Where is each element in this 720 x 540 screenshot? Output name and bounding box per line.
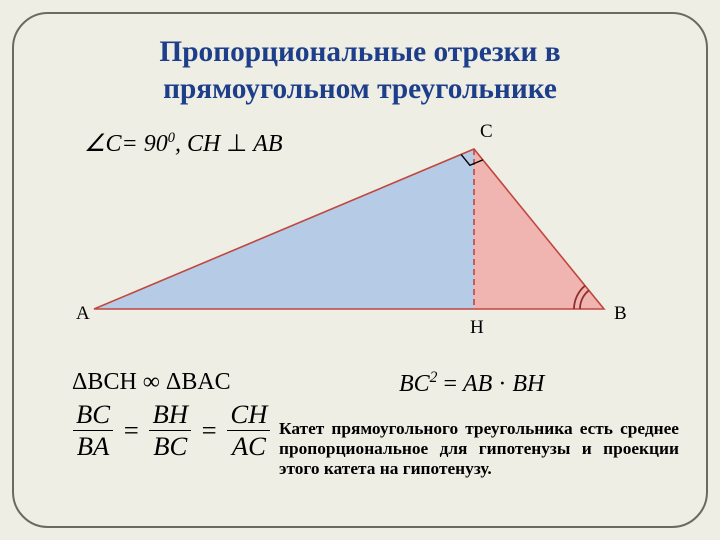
card: Пропорциональные отрезки в прямоугольном… bbox=[12, 12, 708, 528]
theorem-content: Катет прямоугольного треугольника есть с… bbox=[279, 419, 679, 478]
triangle-svg bbox=[74, 124, 634, 334]
sim-sym: ∞ bbox=[137, 369, 166, 395]
frac-1: BC BA bbox=[73, 399, 113, 462]
frac3-den: AC bbox=[227, 431, 270, 462]
frac2-den: BC bbox=[149, 431, 191, 462]
vertex-label-H: H bbox=[470, 317, 484, 339]
vertex-label-B: B bbox=[614, 303, 627, 325]
res-eq: = bbox=[437, 371, 463, 397]
page-title: Пропорциональные отрезки в прямоугольном… bbox=[14, 34, 706, 107]
formula-ratio: BC BA = BH BC = CH AC bbox=[69, 399, 274, 462]
title-text: Пропорциональные отрезки в прямоугольном… bbox=[74, 34, 646, 107]
res-lhs: BC bbox=[399, 371, 430, 397]
frac2-num: BH bbox=[149, 399, 191, 431]
formula-result: BC2 = AB · BH bbox=[399, 369, 544, 398]
frac3-num: CH bbox=[227, 399, 270, 431]
frac1-num: BC bbox=[73, 399, 113, 431]
formula-similar: ΔBCH ∞ ΔBAC bbox=[72, 369, 231, 396]
frac1-den: BA bbox=[73, 431, 113, 462]
res-r1: AB bbox=[463, 371, 492, 397]
vertex-label-C: C bbox=[480, 121, 493, 143]
res-dot: · bbox=[492, 371, 512, 397]
theorem-text: Катет прямоугольного треугольника есть с… bbox=[279, 419, 679, 479]
sim-rhs: ΔBAC bbox=[166, 369, 231, 395]
vertex-label-A: A bbox=[76, 303, 90, 325]
res-r2: BH bbox=[512, 371, 544, 397]
triangle-diagram: ABCH bbox=[74, 124, 634, 334]
frac-3: CH AC bbox=[227, 399, 270, 462]
frac-2: BH BC bbox=[149, 399, 191, 462]
sim-lhs: ΔBCH bbox=[72, 369, 137, 395]
